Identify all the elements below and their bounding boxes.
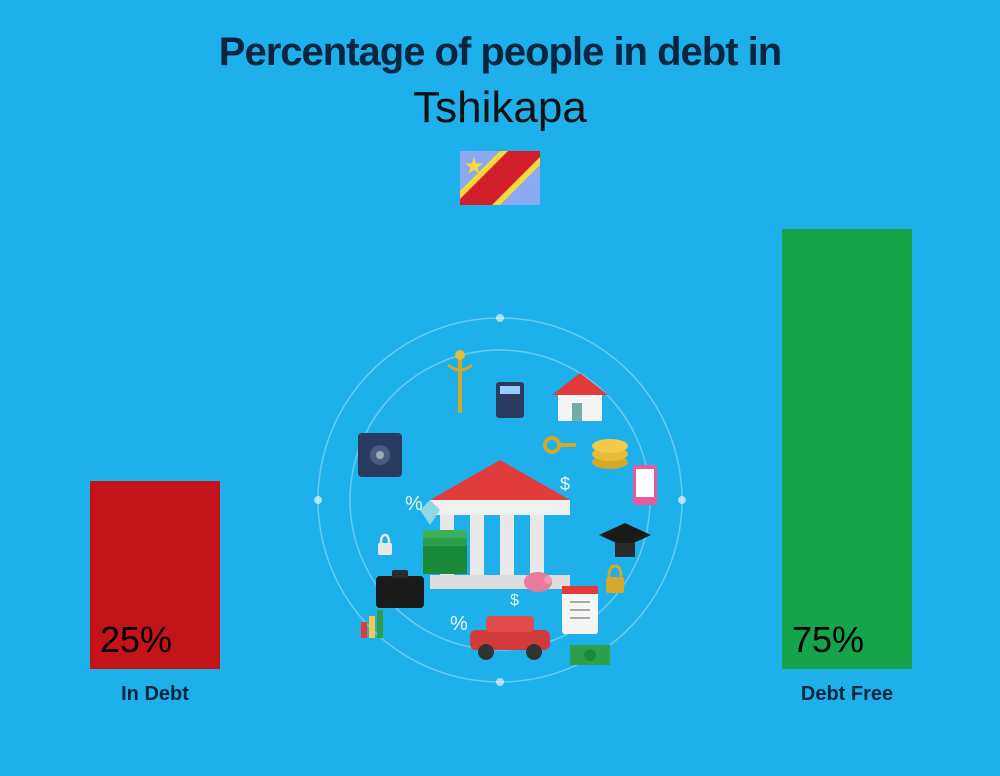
svg-text:%: % <box>405 493 423 515</box>
bar-debt-free: 75% Debt Free <box>782 229 912 706</box>
svg-text:%: % <box>450 613 468 635</box>
svg-text:$: $ <box>510 592 519 609</box>
finance-illustration: % % $ $ <box>310 310 690 690</box>
page-subtitle: Tshikapa <box>0 83 1000 133</box>
bar-in-debt-pct: 25% <box>100 619 172 661</box>
bar-in-debt: 25% In Debt <box>90 481 220 706</box>
bar-debt-free-label: Debt Free <box>801 683 893 706</box>
svg-text:$: $ <box>560 474 570 494</box>
bar-in-debt-rect: 25% <box>90 481 220 669</box>
page-title: Percentage of people in debt in <box>0 0 1000 75</box>
flag-drc <box>460 151 540 205</box>
bar-debt-free-rect: 75% <box>782 229 912 669</box>
bar-debt-free-pct: 75% <box>792 619 864 661</box>
bar-in-debt-label: In Debt <box>121 683 189 706</box>
